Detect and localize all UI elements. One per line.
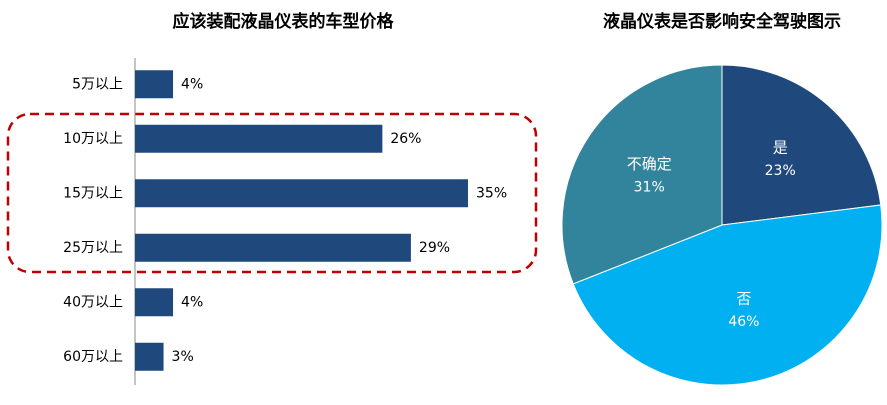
- slice-value: 46%: [728, 314, 759, 330]
- pie-slice: [721, 64, 882, 226]
- pie-slice: [561, 64, 723, 285]
- highlight-box: [6, 112, 538, 274]
- slice-label: 是: [773, 138, 788, 156]
- chart-title: 液晶仪表是否影响安全驾驶图示: [603, 11, 841, 32]
- bar: [135, 179, 468, 208]
- y-tick-label: 10万以上: [63, 131, 123, 147]
- slice-value: 23%: [765, 163, 796, 179]
- y-tick-label: 5万以上: [72, 76, 123, 92]
- data-label: 26%: [390, 131, 421, 147]
- bar: [135, 342, 164, 371]
- y-tick-label: 25万以上: [63, 240, 123, 256]
- bar: [135, 233, 411, 262]
- data-label: 4%: [181, 76, 203, 92]
- y-tick-label: 60万以上: [63, 349, 123, 365]
- slice-label: 不确定: [627, 155, 672, 173]
- data-label: 29%: [419, 240, 450, 256]
- pie-slice: [572, 204, 883, 386]
- slice-label: 否: [736, 290, 751, 308]
- slice-value: 31%: [634, 180, 665, 196]
- bar: [135, 70, 174, 99]
- y-tick-label: 40万以上: [63, 294, 123, 310]
- bar: [135, 124, 383, 153]
- chart-title: 应该装配液晶仪表的车型价格: [173, 11, 395, 32]
- y-tick-label: 15万以上: [63, 185, 123, 201]
- bar: [135, 288, 174, 317]
- data-label: 4%: [181, 294, 203, 310]
- data-label: 35%: [476, 185, 507, 201]
- data-label: 3%: [172, 349, 194, 365]
